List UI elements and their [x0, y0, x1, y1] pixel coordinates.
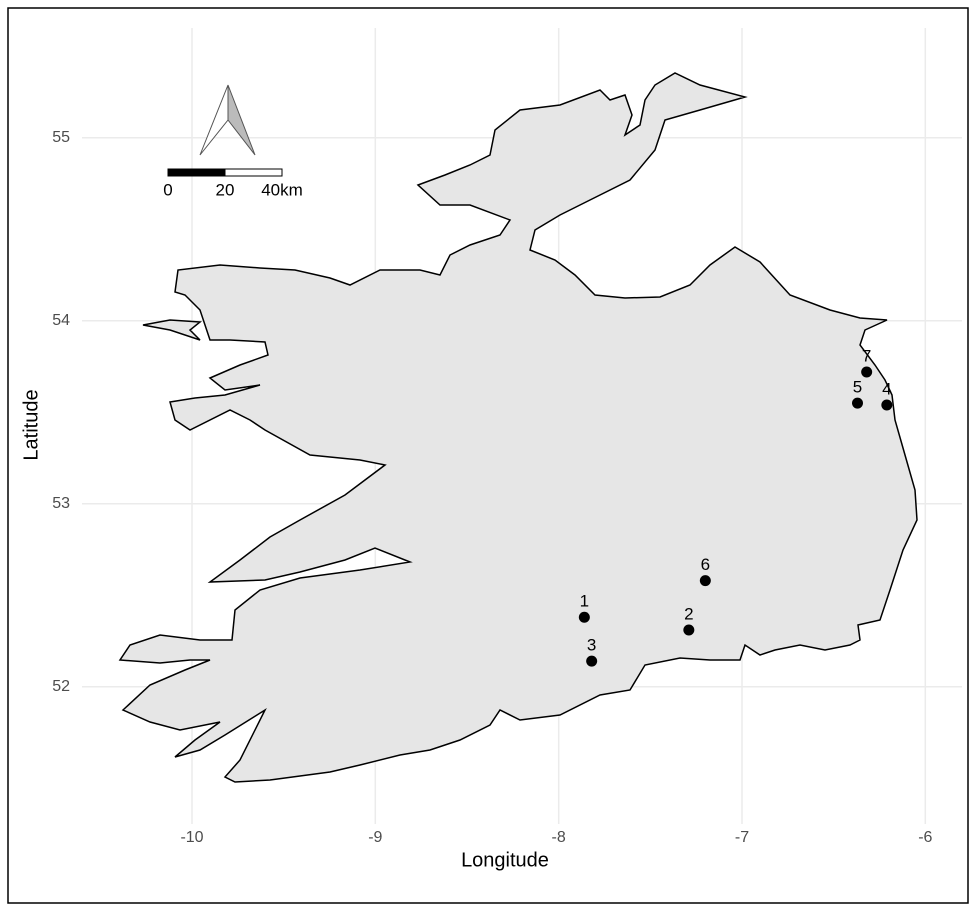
- x-tick-label: -7: [735, 829, 749, 846]
- y-tick-label: 55: [52, 129, 70, 146]
- point-label: 2: [684, 605, 693, 624]
- point: [699, 575, 711, 587]
- x-tick-label: -6: [918, 829, 932, 846]
- y-tick-label: 52: [52, 678, 70, 695]
- point-label: 3: [587, 636, 596, 655]
- point: [881, 399, 893, 411]
- point-label: 4: [882, 379, 891, 398]
- y-tick-label: 54: [52, 312, 70, 329]
- point: [683, 624, 695, 636]
- scale-label: 20: [216, 180, 235, 199]
- y-tick-label: 53: [52, 495, 70, 512]
- x-tick-label: -8: [552, 829, 566, 846]
- point-label: 7: [862, 347, 871, 366]
- x-axis-title: Longitude: [461, 849, 549, 871]
- point: [586, 655, 598, 667]
- y-axis-title: Latitude: [20, 389, 42, 460]
- point-label: 1: [580, 592, 589, 611]
- scale-label: 0: [163, 180, 172, 199]
- x-tick-label: -10: [180, 829, 203, 846]
- island-outline: [118, 72, 918, 783]
- point-label: 5: [853, 378, 862, 397]
- point-label: 6: [701, 555, 710, 574]
- point: [578, 611, 590, 623]
- x-tick-label: -9: [368, 829, 382, 846]
- scale-label: 40km: [261, 180, 303, 199]
- north-arrow: [199, 84, 256, 156]
- point: [852, 397, 863, 409]
- point: [861, 366, 873, 378]
- scale-bar: [167, 168, 283, 177]
